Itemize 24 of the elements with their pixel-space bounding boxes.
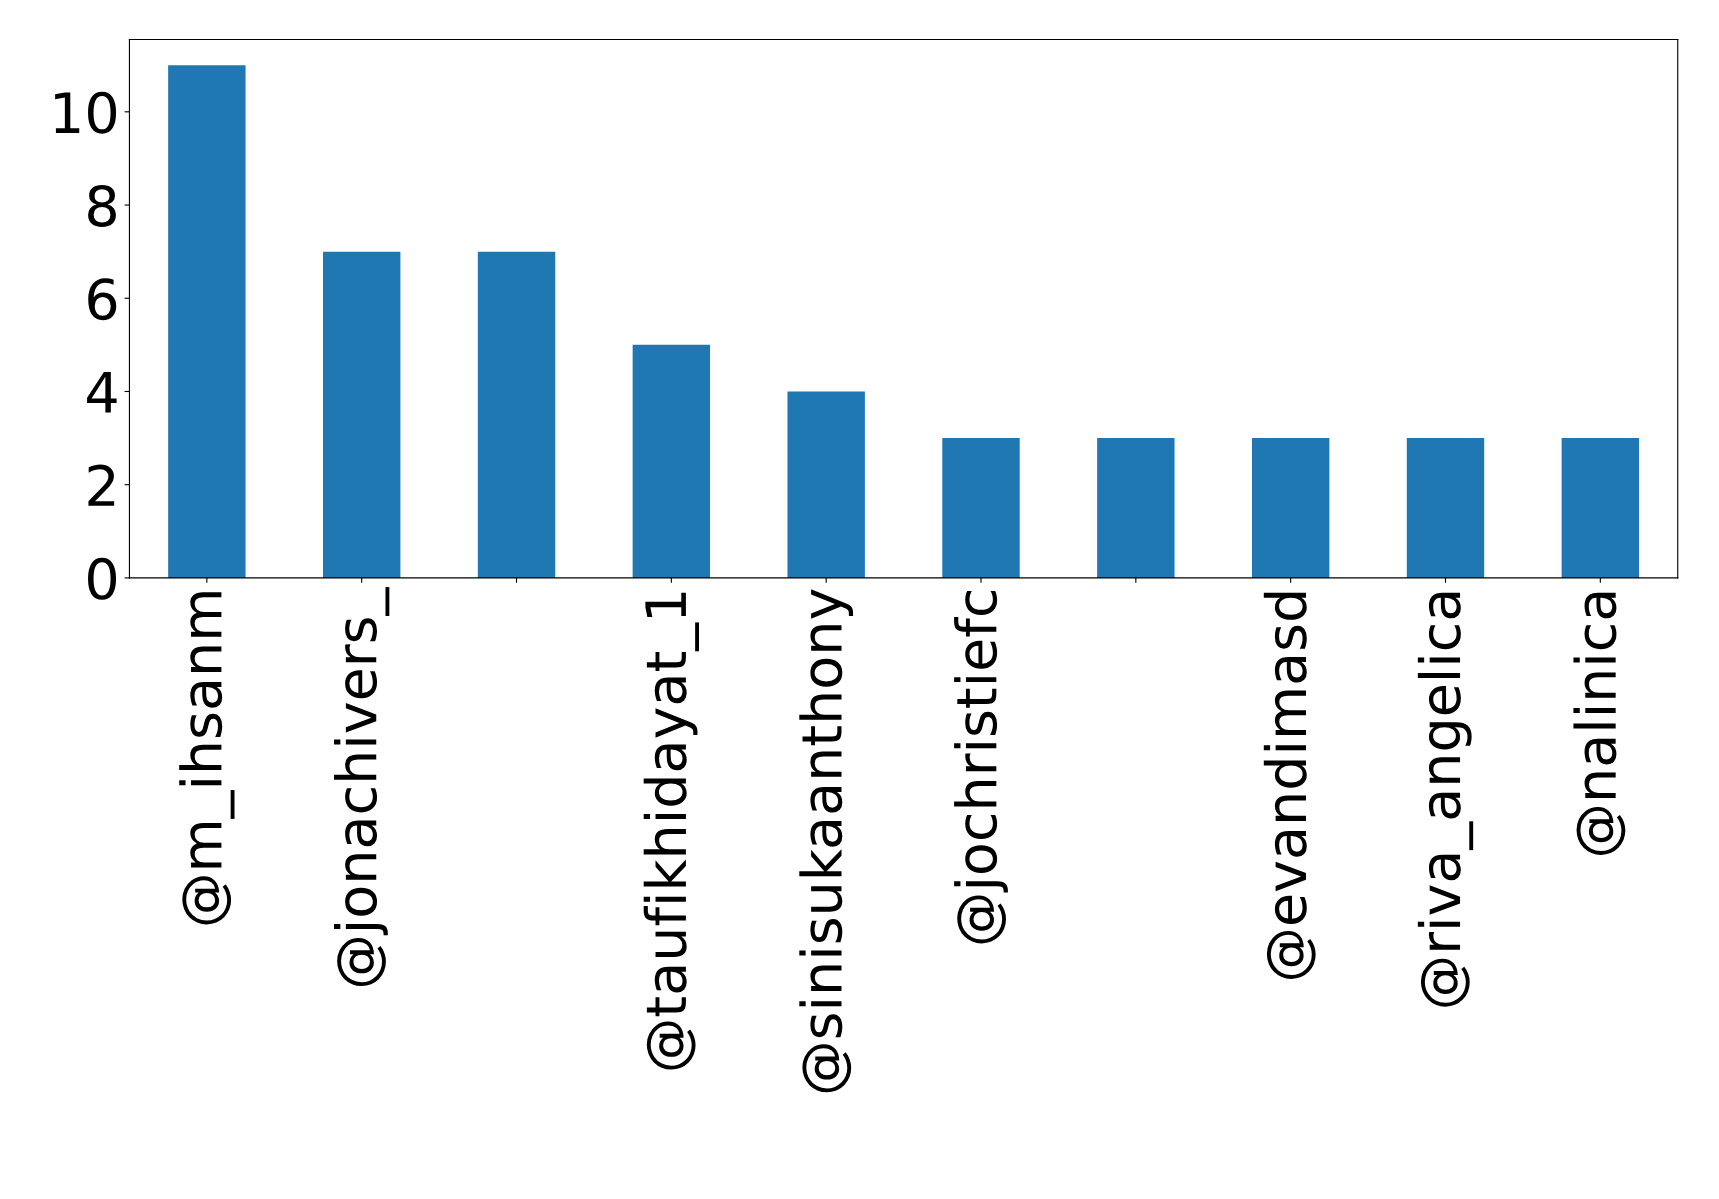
y-tick-label: 4	[87, 372, 117, 413]
bar	[787, 391, 865, 578]
y-tick-label: 0	[88, 557, 117, 600]
bar	[1097, 438, 1175, 578]
x-tick-label: @riva_angelica	[1417, 592, 1474, 1007]
x-tick-label: @evandimasd	[1263, 592, 1316, 979]
bar	[942, 438, 1020, 578]
bar	[1406, 438, 1485, 578]
y-tick-label: 2	[88, 464, 115, 506]
bar	[168, 65, 246, 578]
y-tick-label: 8	[88, 184, 116, 227]
x-tick-label: @sinisukaanthony	[799, 589, 854, 1093]
x-tick-label: @jochristiefc	[954, 591, 1008, 944]
y-tick-label: 6	[88, 278, 117, 321]
x-tick-label: @m_ihsanm	[179, 592, 235, 925]
x-tick-label: @nalinica	[1573, 592, 1626, 855]
x-tick-label: @taufikhidayat_1	[643, 592, 699, 1070]
x-tick-label: @jonachivers_	[334, 587, 390, 987]
bar	[1561, 438, 1640, 578]
bar	[477, 251, 556, 578]
y-tick-label: 10	[55, 91, 117, 134]
bar	[322, 251, 401, 578]
bar	[632, 344, 711, 578]
bar	[1251, 438, 1330, 578]
